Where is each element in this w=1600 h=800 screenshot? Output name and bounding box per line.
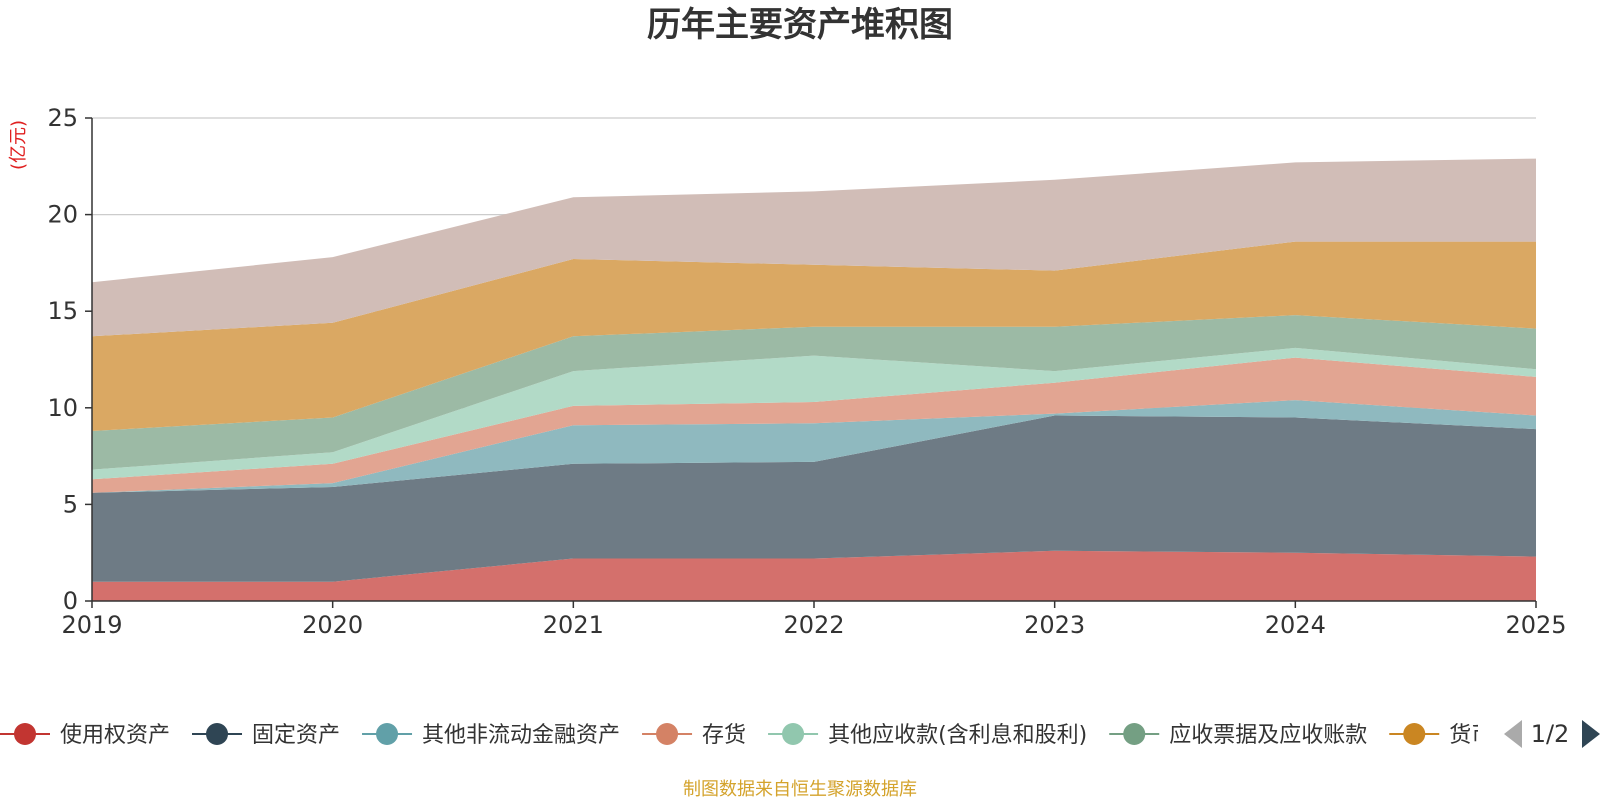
x-axis-ticks: 2019 2020 2021 2022 2023 2024 2025 xyxy=(61,601,1567,639)
x-tick-label: 2025 xyxy=(1505,611,1566,639)
x-tick-label: 2022 xyxy=(783,611,844,639)
y-axis-unit-label: (亿元) xyxy=(8,120,29,170)
legend-pager: 1/2 xyxy=(1504,720,1600,748)
area-series-7[interactable] xyxy=(92,241,1536,431)
y-tick-label: 10 xyxy=(47,394,78,422)
area-series-group xyxy=(92,158,1536,601)
legend-label: 应收票据及应收账款 xyxy=(1169,723,1367,748)
y-axis-ticks: 0 5 10 15 20 25 xyxy=(47,104,92,615)
area-series-5[interactable] xyxy=(92,347,1536,480)
x-tick-label: 2023 xyxy=(1024,611,1085,639)
y-tick-label: 5 xyxy=(63,490,78,518)
area-series-4[interactable] xyxy=(92,357,1536,493)
area-series-8[interactable] xyxy=(92,158,1536,337)
y-tick-label: 20 xyxy=(47,201,78,229)
y-tick-label: 0 xyxy=(63,587,78,615)
legend-marker-icon xyxy=(14,723,36,745)
legend-item[interactable]: 存货 xyxy=(642,723,746,748)
legend-items: 使用权资产 固定资产 其他非流动金融资产 存货 其他应收款(含利息和股利) 应收票据及应收… xyxy=(0,723,1537,748)
legend-item[interactable]: 使用权资产 xyxy=(0,723,170,748)
legend-marker-icon xyxy=(656,723,679,745)
legend-label: 货币资金 xyxy=(1449,723,1537,748)
area-series-2[interactable] xyxy=(92,415,1536,582)
source-note: 制图数据来自恒生聚源数据库 xyxy=(683,779,917,800)
legend-marker-icon xyxy=(1123,723,1146,745)
legend-label: 存货 xyxy=(702,723,746,748)
legend-item[interactable]: 应收票据及应收账款 xyxy=(1109,723,1367,748)
legend-prev-page-icon[interactable] xyxy=(1504,720,1522,748)
area-series-1[interactable] xyxy=(92,550,1536,601)
legend-item[interactable]: 其他非流动金融资产 xyxy=(362,723,620,748)
legend-item[interactable]: 固定资产 xyxy=(192,723,340,748)
legend-item[interactable]: 其他应收款(含利息和股利) xyxy=(768,723,1087,748)
x-tick-label: 2021 xyxy=(543,611,604,639)
legend-label: 固定资产 xyxy=(252,723,340,748)
legend-label: 使用权资产 xyxy=(60,723,170,748)
legend-next-page-icon[interactable] xyxy=(1582,720,1600,748)
legend-label: 其他非流动金融资产 xyxy=(422,723,620,748)
legend-marker-icon xyxy=(782,723,805,745)
x-tick-label: 2019 xyxy=(61,611,122,639)
legend-marker-icon xyxy=(376,723,399,745)
legend: 使用权资产 固定资产 其他非流动金融资产 存货 其他应收款(含利息和股利) 应收票据及应收… xyxy=(0,723,1537,748)
legend-item[interactable]: 货币资金 xyxy=(1389,723,1537,748)
y-tick-label: 15 xyxy=(47,297,78,325)
x-tick-label: 2020 xyxy=(302,611,363,639)
y-tick-label: 25 xyxy=(47,104,78,132)
legend-marker-icon xyxy=(206,723,229,745)
chart-title: 历年主要资产堆积图 xyxy=(647,5,953,45)
x-tick-label: 2024 xyxy=(1265,611,1326,639)
legend-label: 其他应收款(含利息和股利) xyxy=(828,723,1087,748)
legend-page-indicator: 1/2 xyxy=(1531,720,1570,748)
area-series-6[interactable] xyxy=(92,315,1536,470)
area-series-3[interactable] xyxy=(92,400,1536,493)
legend-marker-icon xyxy=(1403,723,1426,745)
